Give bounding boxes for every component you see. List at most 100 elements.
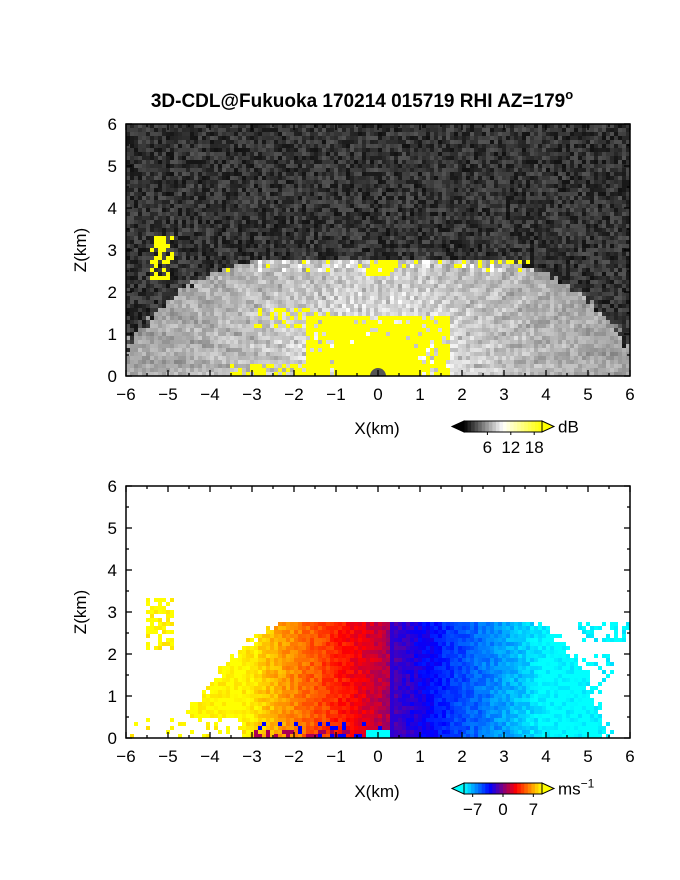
signal-pixel bbox=[278, 192, 282, 196]
signal-pixel bbox=[550, 232, 554, 236]
signal-pixel bbox=[258, 272, 262, 276]
signal-pixel bbox=[126, 204, 130, 208]
signal-pixel bbox=[430, 184, 434, 188]
signal-pixel bbox=[502, 252, 506, 256]
signal-pixel bbox=[406, 184, 410, 188]
signal-pixel bbox=[170, 196, 174, 200]
signal-pixel bbox=[522, 192, 526, 196]
signal-pixel bbox=[614, 236, 618, 240]
signal-pixel bbox=[354, 236, 358, 240]
signal-pixel bbox=[594, 208, 598, 212]
signal-pixel bbox=[406, 188, 410, 192]
signal-pixel bbox=[390, 252, 394, 256]
signal-pixel bbox=[562, 248, 566, 252]
signal-pixel bbox=[366, 220, 370, 224]
signal-pixel bbox=[178, 124, 182, 128]
signal-pixel bbox=[602, 184, 606, 188]
signal-pixel bbox=[494, 240, 498, 244]
signal-pixel bbox=[162, 264, 166, 268]
signal-pixel bbox=[274, 280, 278, 284]
signal-pixel bbox=[234, 228, 238, 232]
signal-pixel bbox=[446, 164, 450, 168]
signal-pixel bbox=[482, 276, 486, 280]
signal-pixel bbox=[466, 256, 470, 260]
signal-pixel bbox=[434, 136, 438, 140]
signal-pixel bbox=[514, 160, 518, 164]
signal-pixel bbox=[502, 136, 506, 140]
signal-pixel bbox=[466, 124, 470, 128]
signal-pixel bbox=[310, 228, 314, 232]
signal-pixel bbox=[562, 124, 566, 128]
signal-pixel bbox=[334, 132, 338, 136]
signal-pixel bbox=[126, 220, 130, 224]
signal-pixel bbox=[618, 200, 622, 204]
signal-pixel bbox=[338, 220, 342, 224]
signal-pixel bbox=[222, 196, 226, 200]
signal-pixel bbox=[286, 160, 290, 164]
signal-pixel bbox=[590, 236, 594, 240]
signal-pixel bbox=[166, 256, 170, 260]
signal-pixel bbox=[550, 248, 554, 252]
signal-pixel bbox=[382, 144, 386, 148]
signal-pixel bbox=[274, 276, 278, 280]
signal-pixel bbox=[334, 168, 338, 172]
signal-pixel bbox=[522, 136, 526, 140]
signal-pixel bbox=[334, 272, 338, 276]
signal-pixel bbox=[622, 192, 626, 196]
signal-pixel bbox=[270, 232, 274, 236]
signal-pixel bbox=[610, 124, 614, 128]
signal-pixel bbox=[518, 252, 522, 256]
signal-pixel bbox=[510, 252, 514, 256]
signal-pixel bbox=[578, 212, 582, 216]
signal-pixel bbox=[142, 228, 146, 232]
signal-pixel bbox=[554, 252, 558, 256]
signal-pixel bbox=[478, 172, 482, 176]
signal-pixel bbox=[534, 124, 538, 128]
signal-pixel bbox=[338, 132, 342, 136]
signal-pixel bbox=[378, 160, 382, 164]
signal-pixel bbox=[166, 272, 170, 276]
signal-pixel bbox=[154, 156, 158, 160]
signal-pixel bbox=[426, 264, 430, 268]
signal-pixel bbox=[338, 184, 342, 188]
signal-pixel bbox=[274, 200, 278, 204]
signal-pixel bbox=[342, 132, 346, 136]
signal-pixel bbox=[162, 160, 166, 164]
signal-pixel bbox=[290, 228, 294, 232]
signal-pixel bbox=[222, 152, 226, 156]
signal-pixel bbox=[418, 148, 422, 152]
signal-pixel bbox=[618, 184, 622, 188]
signal-pixel bbox=[290, 212, 294, 216]
signal-pixel bbox=[434, 244, 438, 248]
signal-pixel bbox=[322, 188, 326, 192]
signal-pixel bbox=[190, 200, 194, 204]
signal-pixel bbox=[206, 232, 210, 236]
signal-pixel bbox=[526, 124, 530, 128]
signal-pixel bbox=[622, 212, 626, 216]
signal-pixel bbox=[622, 236, 626, 240]
signal-pixel bbox=[426, 272, 430, 276]
signal-pixel bbox=[238, 196, 242, 200]
signal-pixel bbox=[350, 260, 354, 264]
signal-pixel bbox=[166, 164, 170, 168]
signal-pixel bbox=[502, 268, 506, 272]
signal-pixel bbox=[158, 224, 162, 228]
signal-pixel bbox=[198, 180, 202, 184]
signal-pixel bbox=[182, 164, 186, 168]
signal-pixel bbox=[302, 172, 306, 176]
signal-pixel bbox=[574, 176, 578, 180]
signal-pixel bbox=[422, 256, 426, 260]
signal-pixel bbox=[606, 184, 610, 188]
signal-pixel bbox=[354, 272, 358, 276]
signal-pixel bbox=[206, 168, 210, 172]
signal-pixel bbox=[458, 136, 462, 140]
signal-pixel bbox=[182, 224, 186, 228]
signal-pixel bbox=[182, 124, 186, 128]
signal-pixel bbox=[306, 132, 310, 136]
signal-pixel bbox=[210, 180, 214, 184]
signal-pixel bbox=[154, 136, 158, 140]
signal-pixel bbox=[414, 252, 418, 256]
signal-pixel bbox=[154, 276, 158, 280]
signal-pixel bbox=[506, 196, 510, 200]
signal-pixel bbox=[382, 252, 386, 256]
